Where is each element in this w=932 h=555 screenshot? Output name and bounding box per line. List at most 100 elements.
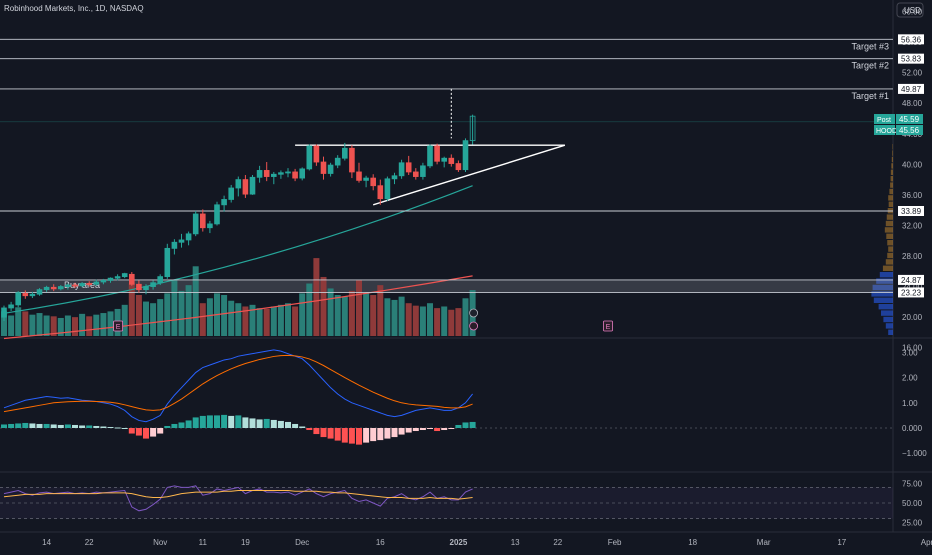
volume-bar xyxy=(157,299,163,336)
volume-profile-bar xyxy=(887,214,893,219)
macd-histogram-bar xyxy=(328,428,334,439)
earnings-marker-label: E xyxy=(116,324,121,331)
level-badge-text: 24.87 xyxy=(901,276,922,285)
macd-histogram-bar xyxy=(86,425,92,428)
candle-body xyxy=(399,163,404,176)
macd-histogram-bar xyxy=(72,425,78,428)
volume-bar xyxy=(463,298,469,336)
volume-bar xyxy=(79,314,85,336)
time-axis-label: 2025 xyxy=(450,538,468,547)
volume-bar xyxy=(171,280,177,336)
candle-body xyxy=(371,178,376,186)
candle-body xyxy=(321,162,326,173)
volume-profile-bar xyxy=(886,234,893,239)
macd-histogram-bar xyxy=(1,424,7,428)
macd-axis-label: 0.000 xyxy=(902,424,923,433)
macd-axis-label: 3.00 xyxy=(902,348,918,357)
volume-bar xyxy=(264,309,270,336)
candle-body xyxy=(73,285,78,286)
volume-bar xyxy=(29,315,35,336)
macd-histogram-bar xyxy=(399,428,405,435)
macd-axis-label: −1.000 xyxy=(902,449,927,458)
volume-bar xyxy=(285,303,291,336)
candle-body xyxy=(328,165,333,173)
volume-bar xyxy=(448,310,454,336)
time-axis-label: 22 xyxy=(85,538,94,547)
time-axis-label: 16 xyxy=(376,538,385,547)
candle-body xyxy=(158,277,163,283)
candle-body xyxy=(2,308,7,317)
candle-body xyxy=(293,172,298,178)
volume-bar xyxy=(384,298,390,336)
target-label: Target #3 xyxy=(851,41,889,51)
price-axis-label: 36.00 xyxy=(902,191,923,200)
macd-histogram-bar xyxy=(285,422,291,428)
candle-body xyxy=(66,285,71,287)
volume-bar xyxy=(349,291,355,336)
rsi-axis-label: 50.00 xyxy=(902,499,923,508)
level-badge-text: 23.23 xyxy=(901,288,922,297)
macd-histogram-bar xyxy=(250,418,256,428)
macd-histogram-bar xyxy=(143,428,149,439)
volume-bar xyxy=(321,277,327,336)
candle-body xyxy=(208,224,213,228)
time-axis-label: 17 xyxy=(837,538,846,547)
volume-bar xyxy=(335,295,341,336)
volume-profile-bar xyxy=(890,182,893,187)
macd-histogram-bar xyxy=(214,415,220,428)
macd-histogram-bar xyxy=(278,421,284,428)
volume-profile-bar xyxy=(886,323,893,328)
candle-body xyxy=(421,166,426,177)
macd-histogram-bar xyxy=(235,415,241,428)
macd-histogram-bar xyxy=(384,428,390,439)
candle-body xyxy=(137,284,142,289)
macd-histogram-bar xyxy=(420,428,426,430)
macd-histogram-bar xyxy=(179,422,185,428)
macd-histogram-bar xyxy=(164,426,170,428)
volume-bar xyxy=(313,258,319,336)
volume-bar xyxy=(356,280,362,336)
candle-body xyxy=(385,179,390,199)
macd-axis-label: 2.00 xyxy=(902,374,918,383)
macd-histogram-bar xyxy=(29,423,35,428)
macd-histogram-bar xyxy=(392,428,398,437)
hood-label: HOOD xyxy=(876,128,897,135)
volume-profile-bar xyxy=(889,189,893,194)
level-badge-text: 53.83 xyxy=(901,55,922,64)
macd-histogram-bar xyxy=(15,423,21,428)
volume-bar xyxy=(299,293,305,336)
volume-profile-bar xyxy=(886,221,893,226)
macd-histogram-bar xyxy=(335,428,341,441)
macd-histogram-bar xyxy=(79,425,85,428)
time-axis-label: Apr xyxy=(921,538,932,547)
candle-body xyxy=(406,163,411,172)
volume-bar xyxy=(37,313,43,336)
volume-bar xyxy=(413,306,419,336)
macd-histogram-bar xyxy=(115,427,121,428)
volume-profile-bar xyxy=(891,163,893,168)
time-axis-label: Dec xyxy=(295,538,309,547)
candle-body xyxy=(122,274,127,277)
candle-body xyxy=(151,283,156,287)
candle-body xyxy=(129,274,134,284)
macd-histogram-bar xyxy=(427,428,433,429)
candle-body xyxy=(87,284,92,285)
dividend-marker xyxy=(470,309,478,317)
rsi-axis-label: 75.00 xyxy=(902,480,923,489)
macd-histogram-bar xyxy=(186,420,192,428)
volume-bar xyxy=(271,306,277,336)
candle-body xyxy=(23,293,28,295)
time-axis-label: Nov xyxy=(153,538,167,547)
volume-profile-bar xyxy=(879,304,893,309)
volume-profile-bar xyxy=(892,150,893,155)
split-marker xyxy=(470,322,478,330)
candle-body xyxy=(300,169,305,178)
candle-body xyxy=(413,172,418,177)
volume-profile-bar xyxy=(885,227,893,232)
target-label: Target #2 xyxy=(851,61,889,71)
candle-body xyxy=(200,214,205,228)
candle-body xyxy=(442,158,447,161)
volume-bar xyxy=(406,303,412,336)
